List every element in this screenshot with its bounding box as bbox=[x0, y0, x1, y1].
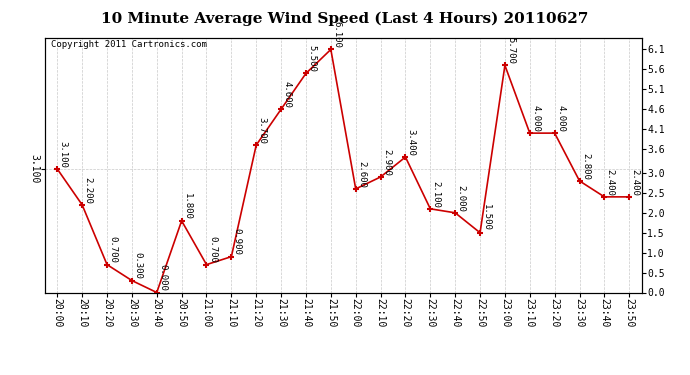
Text: 1.500: 1.500 bbox=[482, 204, 491, 231]
Text: 4.000: 4.000 bbox=[556, 105, 565, 132]
Text: 3.100: 3.100 bbox=[59, 141, 68, 168]
Text: 2.600: 2.600 bbox=[357, 160, 366, 188]
Text: 0.000: 0.000 bbox=[158, 264, 167, 291]
Text: 0.300: 0.300 bbox=[133, 252, 142, 279]
Text: 2.200: 2.200 bbox=[83, 177, 92, 204]
Text: 4.600: 4.600 bbox=[282, 81, 291, 108]
Text: 10 Minute Average Wind Speed (Last 4 Hours) 20110627: 10 Minute Average Wind Speed (Last 4 Hou… bbox=[101, 11, 589, 26]
Text: 0.700: 0.700 bbox=[108, 236, 117, 263]
Text: 2.000: 2.000 bbox=[457, 184, 466, 211]
Text: 2.800: 2.800 bbox=[581, 153, 590, 180]
Text: 6.100: 6.100 bbox=[332, 21, 342, 48]
Text: Copyright 2011 Cartronics.com: Copyright 2011 Cartronics.com bbox=[51, 40, 207, 49]
Text: 3.700: 3.700 bbox=[257, 117, 266, 144]
Text: 1.800: 1.800 bbox=[183, 192, 192, 219]
Text: 0.700: 0.700 bbox=[208, 236, 217, 263]
Text: 2.400: 2.400 bbox=[606, 169, 615, 195]
Text: 0.900: 0.900 bbox=[233, 228, 241, 255]
Text: 2.900: 2.900 bbox=[382, 149, 391, 176]
Text: 4.000: 4.000 bbox=[531, 105, 540, 132]
Text: 2.400: 2.400 bbox=[631, 169, 640, 195]
Text: 2.100: 2.100 bbox=[432, 181, 441, 207]
Text: 5.500: 5.500 bbox=[307, 45, 316, 72]
Text: 5.700: 5.700 bbox=[506, 37, 515, 64]
Text: 3.400: 3.400 bbox=[407, 129, 416, 156]
